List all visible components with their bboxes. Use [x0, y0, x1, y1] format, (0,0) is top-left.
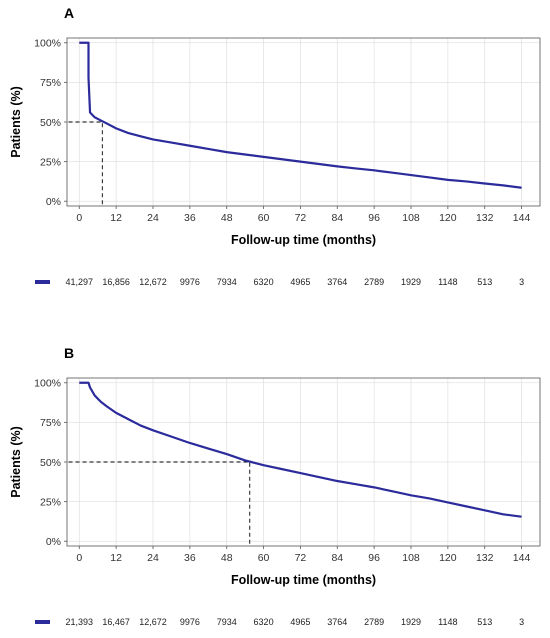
risk-table-count: 2789 [364, 277, 384, 287]
risk-table-count: 7934 [217, 277, 237, 287]
y-tick-label: 100% [34, 38, 61, 50]
x-tick-label: 36 [184, 552, 196, 564]
risk-table-legend-key [35, 620, 50, 624]
risk-table-count: 3764 [327, 277, 347, 287]
risk-table-count: 16,467 [102, 617, 130, 627]
x-tick-label: 132 [476, 552, 494, 564]
x-tick-label: 48 [221, 212, 233, 224]
y-tick-label: 100% [34, 378, 61, 390]
risk-table-count: 1148 [438, 617, 457, 627]
risk-table-count: 6320 [254, 617, 274, 627]
x-tick-label: 72 [295, 212, 307, 224]
risk-table-count: 1929 [401, 617, 421, 627]
median-survival-line [68, 461, 251, 546]
risk-table-count: 4965 [290, 277, 310, 287]
x-tick-label: 108 [402, 212, 420, 224]
risk-table-count: 16,856 [102, 277, 130, 287]
risk-table-count: 3764 [327, 617, 347, 627]
risk-table-count: 2789 [364, 617, 384, 627]
x-tick-label: 84 [331, 552, 343, 564]
risk-table-count: 7934 [217, 617, 237, 627]
x-tick-label: 144 [513, 552, 531, 564]
survival-curve [79, 381, 522, 518]
y-tick-label: 0% [46, 536, 61, 548]
risk-table-count: 21,393 [66, 617, 94, 627]
panel-a: A 0% 25% 50% 75% 100% 0 12 24 36 48 60 72 84 96 108 120 1… [9, 5, 541, 287]
panel-letter: B [64, 345, 74, 361]
risk-table-count: 41,297 [66, 277, 94, 287]
gridlines [67, 378, 540, 546]
y-tick-label: 50% [40, 457, 61, 469]
x-tick-label: 0 [76, 212, 82, 224]
x-tick-label: 12 [110, 212, 122, 224]
y-tick-label: 0% [46, 196, 61, 208]
x-tick-label: 60 [258, 552, 270, 564]
x-tick-label: 60 [258, 212, 270, 224]
x-axis-title: Follow-up time (months) [231, 233, 376, 247]
risk-table-count: 513 [477, 277, 492, 287]
median-survival-line [68, 121, 103, 206]
risk-table-count: 1148 [438, 277, 457, 287]
risk-table-count: 1929 [401, 277, 421, 287]
y-tick-label: 25% [40, 156, 61, 168]
x-tick-label: 96 [368, 552, 380, 564]
x-tick-label: 48 [221, 552, 233, 564]
x-tick-label: 0 [76, 552, 82, 564]
risk-table-count: 12,672 [139, 617, 167, 627]
x-tick-label: 108 [402, 552, 420, 564]
y-axis-title: Patients (%) [9, 86, 23, 158]
risk-table: 41,297 16,856 12,672 9976 7934 6320 4965 3764 27… [35, 277, 524, 287]
risk-table-count: 513 [477, 617, 492, 627]
x-tick-label: 36 [184, 212, 196, 224]
panel-b: B 0% 25% 50% 75% 100% 0 12 24 36 48 60 72 84 96 108 120 1… [9, 345, 541, 627]
y-tick-label: 25% [40, 496, 61, 508]
gridlines [67, 38, 540, 206]
x-tick-label: 24 [147, 212, 159, 224]
x-tick-label: 132 [476, 212, 494, 224]
x-tick-label: 72 [295, 552, 307, 564]
x-tick-label: 96 [368, 212, 380, 224]
x-tick-label: 120 [439, 552, 457, 564]
x-tick-label: 144 [513, 212, 531, 224]
risk-table-count: 9976 [180, 277, 200, 287]
risk-table-count: 4965 [290, 617, 310, 627]
survival-curve [79, 41, 522, 189]
y-tick-label: 50% [40, 117, 61, 129]
risk-table-count: 9976 [180, 617, 200, 627]
risk-table-count: 12,672 [139, 277, 167, 287]
risk-table: 21,393 16,467 12,672 9976 7934 6320 4965 3764 27… [35, 617, 524, 627]
panel-letter: A [64, 5, 74, 21]
x-tick-label: 84 [331, 212, 343, 224]
risk-table-count: 3 [519, 277, 524, 287]
x-tick-label: 24 [147, 552, 159, 564]
y-tick-label: 75% [40, 417, 61, 429]
risk-table-legend-key [35, 280, 50, 284]
x-axis-title: Follow-up time (months) [231, 573, 376, 587]
y-axis-title: Patients (%) [9, 426, 23, 498]
x-tick-label: 12 [110, 552, 122, 564]
x-tick-label: 120 [439, 212, 457, 224]
risk-table-count: 3 [519, 617, 524, 627]
y-tick-label: 75% [40, 77, 61, 89]
risk-table-count: 6320 [254, 277, 274, 287]
